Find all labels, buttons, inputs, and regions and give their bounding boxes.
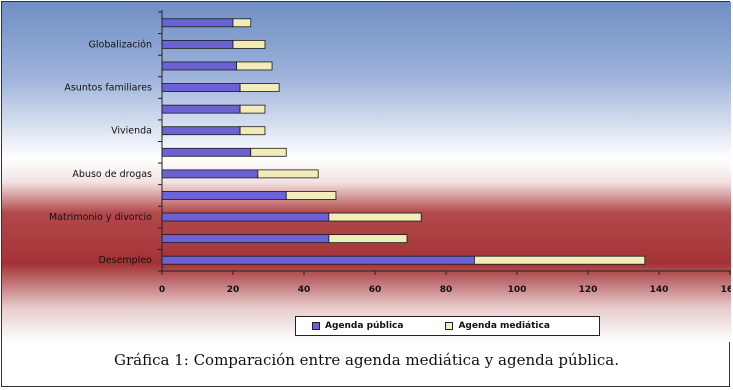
legend-swatch-series-2 — [445, 322, 454, 330]
figure-caption: Gráfica 1: Comparación entre agenda medi… — [114, 351, 619, 369]
legend-item-series-2: Agenda mediática — [445, 321, 550, 331]
category-label-5: Abuso de drogas — [72, 169, 152, 180]
bar-1-7 — [161, 126, 241, 136]
bar-2-2 — [328, 234, 408, 244]
chart-background — [2, 2, 731, 342]
x-tick-label-1: 20 — [227, 285, 240, 295]
bar-1-8 — [161, 104, 241, 114]
bar-2-6 — [250, 147, 287, 157]
bar-2-3 — [328, 212, 422, 222]
bar-2-1 — [473, 255, 646, 265]
bar-1-3 — [161, 212, 330, 222]
x-tick-label-5: 100 — [508, 285, 527, 295]
bar-2-12 — [232, 18, 252, 28]
legend-swatch-series-1 — [312, 322, 320, 330]
bar-1-4 — [161, 191, 287, 200]
x-tick-label-4: 80 — [440, 285, 453, 295]
category-label-3: Matrimonio y divorcio — [49, 212, 152, 223]
bar-2-4 — [285, 191, 337, 200]
legend-item-series-1: Agenda pública — [312, 321, 403, 331]
category-label-1: Desempleo — [98, 255, 152, 266]
bar-1-10 — [161, 61, 237, 71]
bar-1-2 — [161, 234, 330, 244]
bar-1-11 — [161, 39, 234, 49]
bar-1-9 — [161, 83, 241, 92]
legend-label-series-1: Agenda pública — [325, 321, 404, 331]
bar-1-12 — [161, 18, 234, 28]
bar-2-10 — [236, 61, 273, 71]
legend: Agenda pública Agenda mediática — [295, 316, 600, 336]
bar-2-7 — [239, 126, 266, 136]
bar-chart: Desempleo Matrimonio y divorcio Abuso de d… — [2, 2, 731, 342]
bar-1-6 — [161, 147, 252, 157]
chart-area: Desempleo Matrimonio y divorcio Abuso de d… — [2, 2, 731, 342]
x-tick-label-3: 60 — [369, 285, 382, 295]
x-tick-label-2: 40 — [298, 285, 311, 295]
bar-2-5 — [257, 169, 319, 179]
category-label-11: Globalización — [89, 39, 152, 50]
x-tick-label-0: 0 — [159, 285, 165, 295]
x-tick-label-6: 120 — [579, 285, 598, 295]
category-label-7: Vivienda — [111, 126, 152, 137]
bar-1-1 — [161, 255, 475, 265]
legend-label-series-2: Agenda mediática — [458, 321, 550, 331]
bar-2-11 — [232, 39, 266, 49]
bar-2-9 — [239, 83, 280, 92]
x-tick-label-7: 140 — [650, 285, 669, 295]
bar-2-8 — [239, 104, 266, 114]
bar-1-5 — [161, 169, 259, 179]
x-tick-label-8: 160 — [721, 285, 731, 295]
category-label-9: Asuntos familiares — [64, 83, 152, 94]
